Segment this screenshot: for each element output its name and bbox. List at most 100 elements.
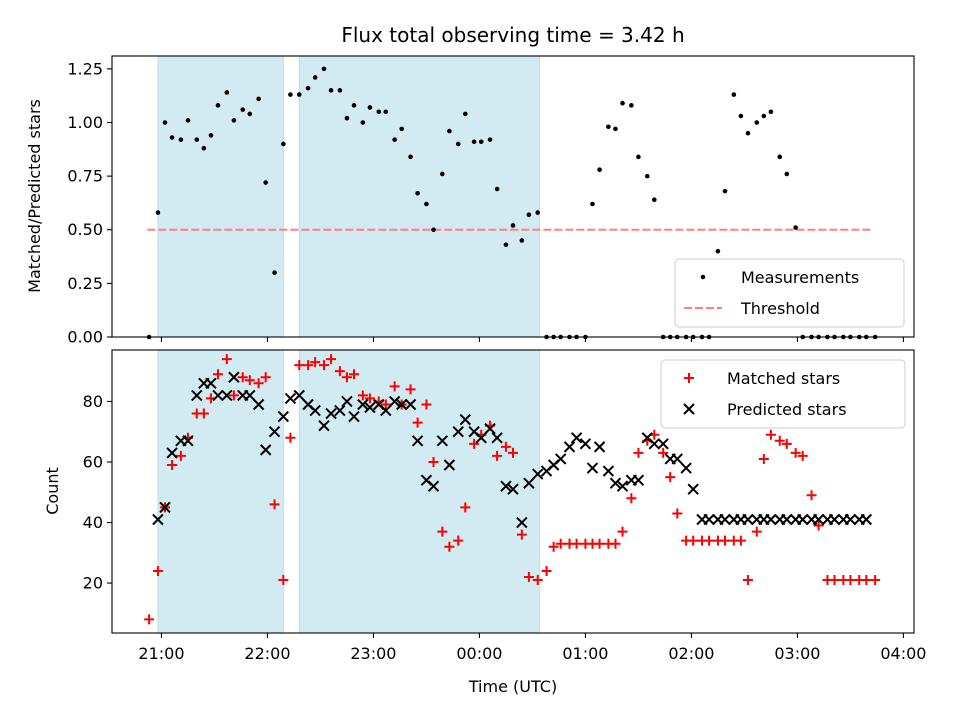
y-tick-label: 0.25 — [67, 274, 103, 293]
measurement-point — [376, 109, 382, 115]
measurement-point — [471, 139, 477, 145]
matched-star-point — [269, 499, 280, 510]
matched-star-point — [437, 526, 448, 537]
y-tick-label: 80 — [83, 392, 103, 411]
measurement-point — [722, 188, 728, 194]
measurement-point — [715, 248, 721, 254]
x-tick-label: 21:00 — [138, 644, 184, 663]
measurement-point — [652, 197, 657, 203]
matched-star-point — [244, 375, 255, 386]
measurement-point — [288, 92, 293, 97]
predicted-star-point — [380, 404, 392, 417]
measurement-point — [408, 154, 413, 160]
matched-star-point — [571, 538, 582, 549]
matched-star-point — [672, 508, 683, 519]
matched-star-point — [412, 417, 423, 428]
predicted-star-point — [719, 513, 731, 526]
y-axis-label-bottom: Count — [43, 467, 62, 515]
matched-star-point — [617, 526, 628, 537]
matched-star-point — [294, 360, 305, 371]
predicted-star-point — [252, 398, 265, 411]
matched-star-point — [806, 490, 817, 501]
measurement-point — [745, 130, 751, 136]
observing-intervals — [157, 55, 540, 338]
matched-star-point — [175, 450, 186, 461]
predicted-star-point — [797, 513, 809, 526]
y-tick-label: 0.00 — [67, 328, 103, 347]
measurement-point — [503, 242, 509, 248]
observing-interval-band — [298, 349, 540, 634]
chart-title: Flux total observing time = 3.42 h — [341, 23, 684, 47]
measurement-point — [312, 75, 318, 80]
predicted-star-point — [828, 513, 841, 526]
legend-label: Predicted stars — [727, 400, 847, 419]
measurement-point — [629, 103, 634, 108]
measurement-point — [431, 227, 436, 233]
legend-label: Matched stars — [727, 369, 840, 388]
matched-star-point — [719, 535, 730, 546]
predicted-star-point — [500, 480, 512, 492]
measurement-point — [399, 126, 405, 132]
measurement-point — [169, 135, 175, 140]
predicted-star-point — [648, 438, 661, 450]
predicted-star-point — [491, 432, 503, 444]
matched-star-point — [228, 390, 239, 401]
predicted-star-point — [221, 389, 233, 402]
measurement-point — [494, 186, 500, 192]
predicted-star-point — [205, 377, 217, 390]
legend-box — [674, 258, 905, 328]
bottom-subplot: 20 40 60 80 21:00 22:00 23:00 00:00 01:00 02:00 03… — [43, 349, 926, 696]
measurement-point — [185, 118, 191, 123]
measurement-point — [731, 92, 737, 97]
predicted-star-point — [388, 395, 401, 408]
measurement-point — [793, 225, 798, 230]
predicted-star-point — [860, 513, 873, 526]
legend-label: Threshold — [740, 299, 820, 318]
matched-star-point — [492, 450, 503, 461]
matched-star-point — [152, 565, 163, 576]
matched-star-point — [144, 614, 155, 625]
x-tick-label: 00:00 — [456, 644, 502, 663]
measurement-point — [415, 190, 420, 196]
matched-star-point — [790, 447, 801, 458]
measurement-point — [777, 154, 783, 160]
measurement-point — [162, 120, 168, 125]
y-tick-label: 60 — [83, 452, 103, 471]
measurement-point — [636, 154, 641, 160]
predicted-star-point — [427, 480, 440, 492]
predicted-star-point — [609, 477, 622, 489]
predicted-star-point — [357, 398, 369, 411]
predicted-star-point — [459, 413, 472, 426]
matched-star-point — [341, 372, 352, 383]
measurement-point — [606, 124, 611, 130]
y-axis-label-top: Matched/Predicted stars — [25, 99, 44, 293]
matched-star-point — [781, 438, 792, 449]
predicted-star-point — [781, 513, 793, 526]
measurement-point — [455, 141, 461, 147]
matched-star-point — [829, 575, 840, 586]
matched-star-point — [610, 538, 621, 549]
matched-star-point — [516, 529, 527, 540]
matched-star-point — [633, 447, 644, 458]
legend-top: Measurements Threshold — [674, 258, 905, 328]
measurement-point — [367, 105, 373, 110]
matched-star-point — [389, 381, 400, 392]
predicted-star-point — [484, 422, 496, 435]
legend-box — [660, 359, 906, 429]
y-tick-label: 0.50 — [67, 220, 103, 239]
matched-star-point — [594, 538, 605, 549]
predicted-star-point — [570, 432, 583, 444]
predicted-star-point — [411, 435, 424, 447]
measurement-point — [224, 90, 230, 95]
top-axes: 0.00 0.25 0.50 0.75 1.00 1.25 — [67, 55, 915, 347]
matched-star-point — [658, 447, 669, 458]
predicted-star-point — [563, 441, 576, 453]
matched-star-point — [278, 575, 289, 586]
measurement-point — [754, 120, 760, 125]
matched-star-point — [285, 432, 296, 443]
predicted-star-point — [579, 438, 592, 450]
predicted-star-point — [680, 462, 692, 474]
predicted-star-point — [318, 419, 330, 432]
measurement-point — [351, 103, 357, 108]
